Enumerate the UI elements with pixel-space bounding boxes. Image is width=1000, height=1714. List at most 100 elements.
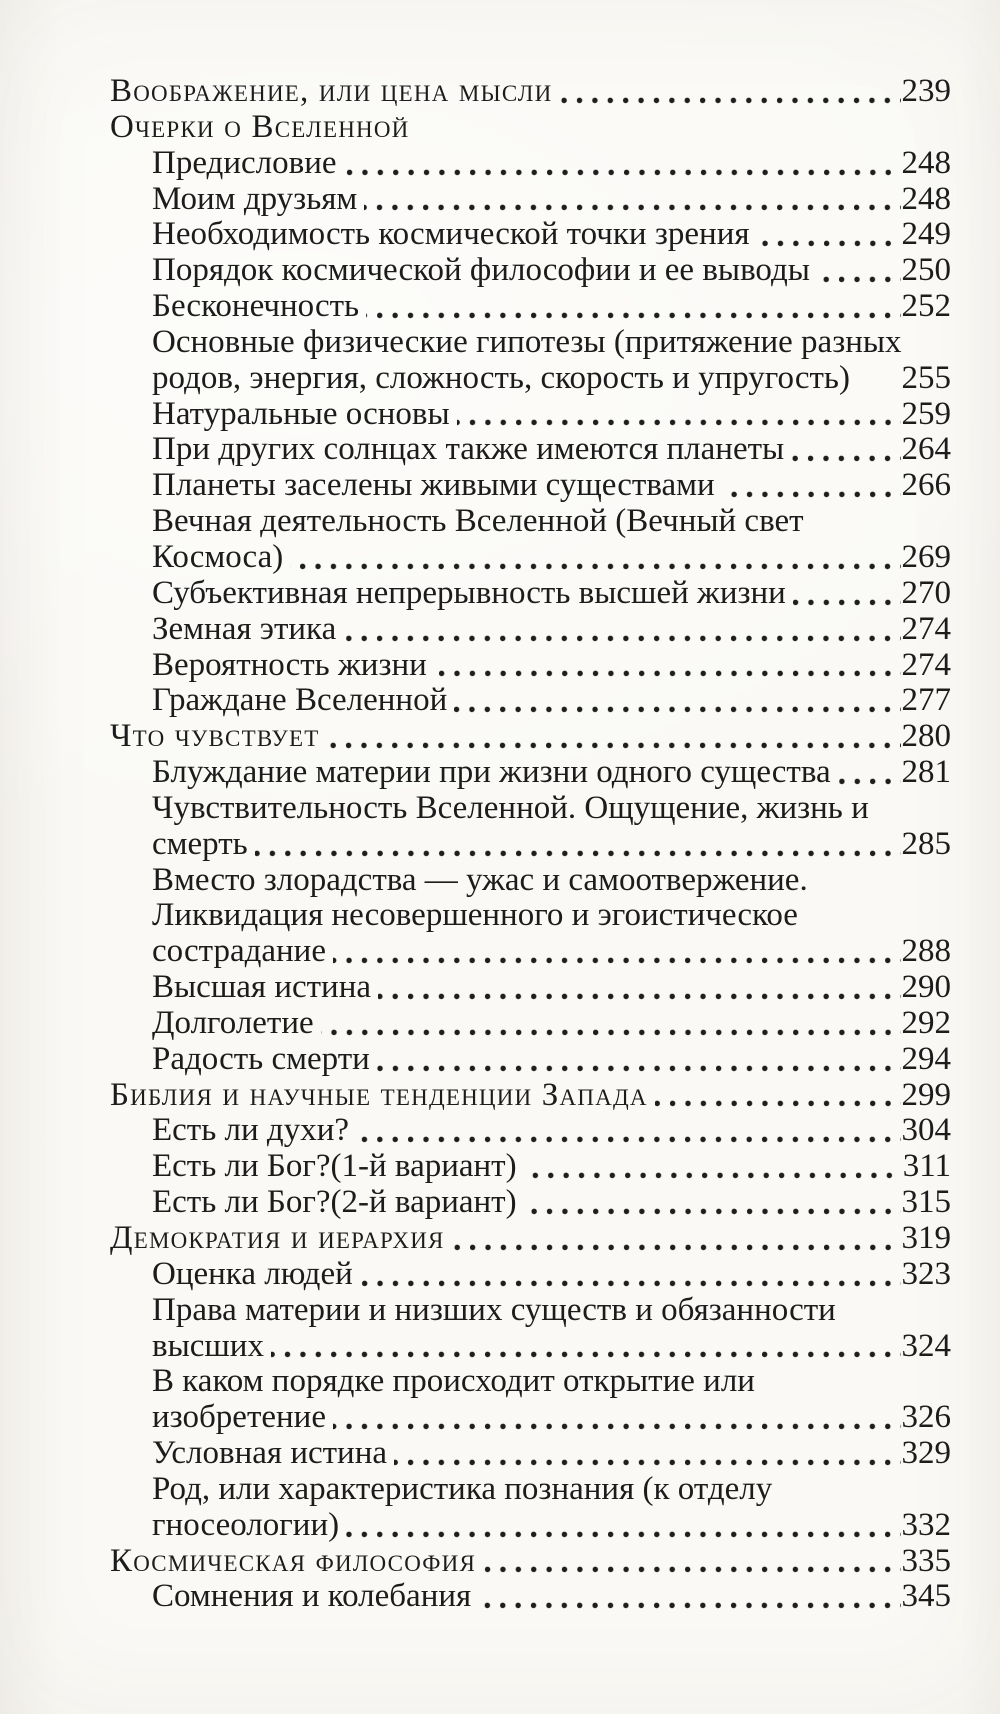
dot-leader — [559, 96, 901, 104]
toc-entry-line: Вместо злорадства — ужас и самоотвержени… — [110, 862, 951, 899]
toc-entry-page: 259 — [901, 395, 952, 432]
dot-leader — [837, 777, 901, 785]
toc-entry-page: 288 — [901, 933, 952, 970]
toc-entry-page: 248 — [901, 144, 952, 181]
toc-entry-title: Очерки о Вселенной — [110, 108, 410, 145]
toc-entry-title: Блуждание материи при жизни одного сущес… — [152, 754, 831, 791]
toc-entry-title: Оценка людей — [152, 1255, 353, 1292]
toc-entry-line: Бесконечность 252 — [110, 288, 952, 325]
dot-leader — [792, 598, 901, 606]
toc-entry-page: 248 — [901, 180, 952, 217]
toc-entry-line: высших 324 — [110, 1327, 951, 1365]
toc-entry-page: 239 — [901, 73, 952, 109]
toc-entry-page: 269 — [901, 538, 952, 575]
toc-entry-page: 294 — [901, 1040, 952, 1077]
dot-leader — [320, 1028, 901, 1036]
toc-entry-line: Порядок космической философии и ее вывод… — [110, 252, 952, 289]
toc-entry-page: 264 — [901, 431, 952, 468]
toc-entry-title: Сомнения и колебания — [152, 1578, 472, 1615]
toc-entry-line: Ликвидация несовершенного и эгоистическо… — [110, 898, 951, 934]
toc-entry-line: Условная истина 329 — [110, 1435, 951, 1472]
toc-entry-page: 252 — [901, 288, 952, 325]
toc-entry-line: Воображение, или цена мысли 239 — [110, 73, 952, 110]
toc-entry-title: сострадание — [152, 933, 326, 970]
dot-leader — [454, 706, 901, 714]
toc-entry-title: Вечная деятельность Вселенной (Вечный св… — [152, 503, 804, 540]
toc-entry-line: Космическая философия 335 — [110, 1542, 951, 1580]
toc-entry-line: Необходимость космической точки зрения 2… — [110, 217, 951, 253]
toc-entry-line: В каком порядке происходит открытие или — [110, 1364, 951, 1400]
toc-entry-line: Радость смерти 294 — [110, 1040, 952, 1078]
dot-leader — [654, 1100, 901, 1108]
toc-entry-line: Вероятность жизни 274 — [110, 646, 952, 684]
dot-leader — [376, 1064, 901, 1072]
toc-entry-page: 299 — [901, 1076, 952, 1113]
toc-entry-page: 315 — [901, 1184, 952, 1221]
toc-entry-title: гносеологии) — [152, 1506, 340, 1543]
toc-entry-title: Вероятность жизни — [152, 646, 427, 683]
dot-leader — [290, 562, 901, 570]
toc-entry-title: Чувствительность Вселенной. Ощущение, жи… — [152, 789, 869, 826]
toc-entry-page: 326 — [901, 1399, 952, 1436]
toc-entry-title: При других солнцах также имеются планеты — [152, 431, 785, 468]
toc-entry-page: 323 — [901, 1255, 952, 1292]
toc-entry-page: 270 — [901, 574, 952, 611]
toc-entry-title: Предисловие — [152, 144, 337, 181]
toc-entry-title: Планеты заселены живыми существами — [152, 467, 715, 504]
toc-entry-title: родов, энергия, сложность, скорость и уп… — [152, 359, 850, 396]
toc-entry-title: Демократия и иерархия — [110, 1220, 445, 1256]
toc-entry-page: 249 — [901, 216, 952, 253]
dot-leader — [346, 1530, 901, 1538]
toc-entry-page: 255 — [901, 359, 952, 396]
toc-entry-title: Права материи и низших существ и обязанн… — [152, 1291, 836, 1328]
toc-entry-title: Космическая философия — [110, 1542, 477, 1579]
toc-entry-title: Долголетие — [152, 1004, 314, 1041]
toc-entry-page: 290 — [901, 969, 952, 1006]
toc-entry-title: Есть ли духи? — [152, 1112, 350, 1149]
toc-entry-page: 274 — [901, 610, 952, 647]
dot-leader — [364, 204, 901, 212]
dot-leader — [791, 455, 901, 463]
toc-entry-page: 304 — [901, 1112, 952, 1149]
toc-entry-title: Есть ли Бог?(1-й вариант) — [152, 1148, 517, 1185]
dot-leader — [366, 311, 901, 319]
toc-entry-line: Библия и научные тенденции Запада 299 — [110, 1076, 952, 1114]
dot-leader — [270, 1351, 901, 1359]
toc-entry-page: 311 — [902, 1148, 951, 1185]
table-of-contents: Воображение, или цена мысли 239 Очерки о… — [110, 73, 952, 1615]
dot-leader — [332, 1423, 901, 1431]
toc-entry-line: Что чувствует 280 — [110, 718, 951, 755]
toc-entry-line: При других солнцах также имеются планеты… — [110, 432, 951, 468]
toc-entry-line: Оценка людей 323 — [110, 1255, 952, 1293]
toc-entry-line: Чувствительность Вселенной. Ощущение, жи… — [110, 789, 951, 827]
toc-entry-line: Натуральные основы 259 — [110, 395, 952, 433]
toc-entry-line: Планеты заселены живыми существами 266 — [110, 467, 951, 504]
toc-entry-line: Предисловие 248 — [110, 144, 952, 182]
toc-entry-line: родов, энергия, сложность, скорость и уп… — [110, 359, 952, 397]
toc-entry-line: Вечная деятельность Вселенной (Вечный св… — [110, 503, 951, 540]
toc-entry-line: Высшая истина 290 — [110, 969, 952, 1006]
toc-entry-line: изобретение 326 — [110, 1399, 952, 1436]
toc-entry-page: 274 — [901, 646, 952, 683]
toc-entry-title: смерть — [152, 825, 248, 862]
toc-entry-page: 281 — [901, 754, 952, 791]
toc-entry-title: высших — [152, 1327, 264, 1364]
toc-entry-title: Порядок космической философии и ее вывод… — [152, 252, 810, 289]
toc-entry-line: Основные физические гипотезы (притяжение… — [110, 324, 951, 361]
dot-leader — [333, 957, 901, 965]
toc-entry-title: Высшая истина — [152, 969, 372, 1006]
toc-entry-line: Есть ли Бог?(2-й вариант) 315 — [110, 1184, 952, 1221]
toc-entry-title: изобретение — [152, 1399, 326, 1436]
dot-leader — [378, 992, 901, 1000]
dot-leader — [721, 491, 901, 499]
dot-leader — [343, 634, 901, 642]
toc-entry-page: 250 — [901, 252, 952, 289]
toc-entry-title: Ликвидация несовершенного и эгоистическо… — [152, 897, 798, 934]
dot-leader — [343, 168, 901, 176]
toc-entry-page: 345 — [901, 1578, 952, 1615]
toc-entry-line: Есть ли Бог?(1-й вариант) 311 — [110, 1148, 951, 1185]
toc-entry-line: Субъективная непрерывность высшей жизни … — [110, 574, 952, 612]
toc-entry-line: Блуждание материи при жизни одного сущес… — [110, 754, 952, 791]
dot-leader — [523, 1208, 901, 1215]
toc-entry-line: Сомнения и колебания 345 — [110, 1579, 951, 1615]
